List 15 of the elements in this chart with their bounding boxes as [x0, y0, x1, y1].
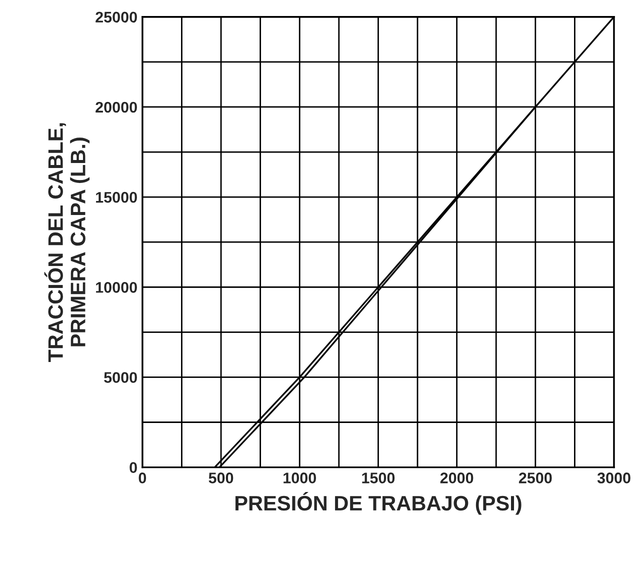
x-axis-title: PRESIÓN DE TRABAJO (PSI)	[235, 492, 522, 515]
x-tick-label: 500	[208, 472, 234, 484]
x-tick-label: 0	[138, 472, 146, 484]
y-tick-label: 20000	[96, 102, 137, 113]
x-tick-label: 1500	[362, 472, 395, 484]
y-tick-label: 15000	[96, 192, 137, 203]
y-tick-label: 25000	[96, 12, 137, 23]
y-tick-label: 0	[130, 462, 137, 473]
x-tick-label: 2000	[440, 472, 474, 484]
x-tick-label: 3000	[597, 472, 630, 484]
y-axis-title: TRACCIÓN DEL CABLE, PRIMERA CAPA (LB.)	[44, 123, 90, 362]
x-tick-label: 1000	[284, 472, 316, 484]
x-tick-label: 2500	[518, 472, 552, 484]
y-tick-label: 10000	[96, 282, 137, 293]
y-tick-label: 5000	[104, 372, 137, 383]
